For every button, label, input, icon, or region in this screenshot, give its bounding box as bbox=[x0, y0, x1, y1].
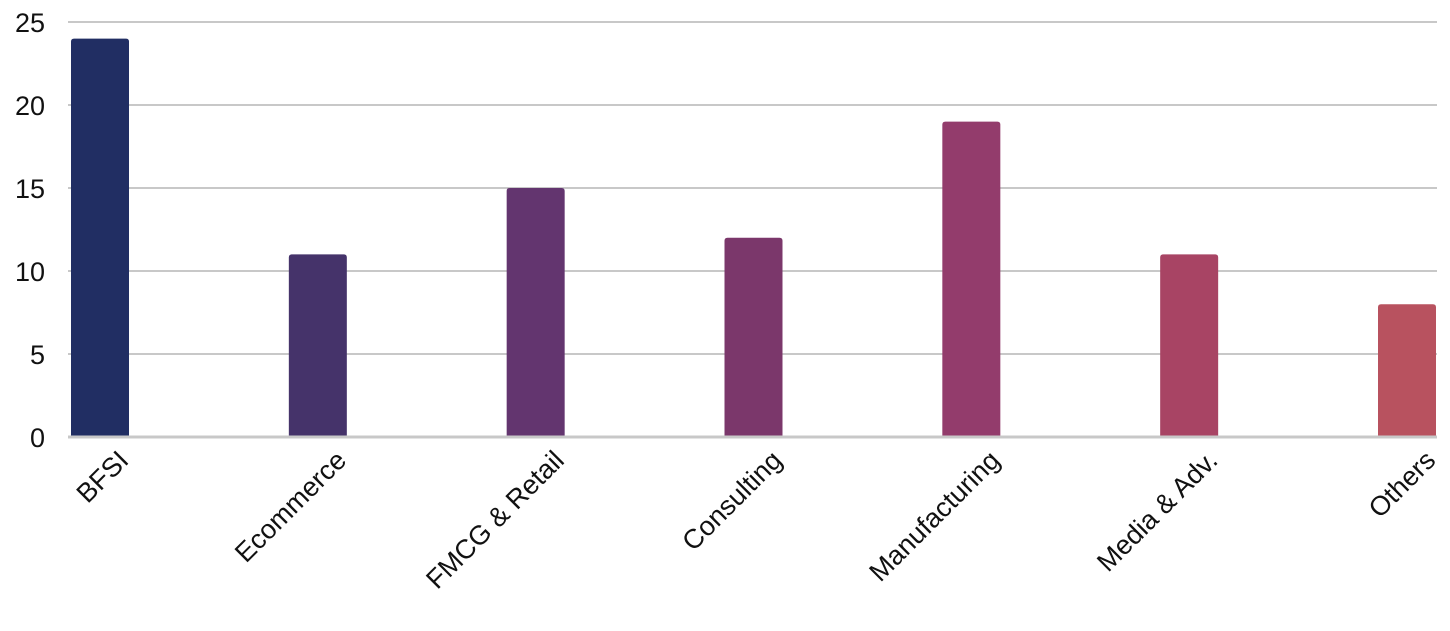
x-axis-tick-labels: BFSI Ecommerce FMCG & Retail Consulting Manu… bbox=[71, 445, 1442, 595]
y-tick-label: 25 bbox=[15, 8, 45, 38]
bar-fmcg-retail bbox=[506, 188, 565, 437]
x-tick-label: Consulting bbox=[676, 445, 787, 556]
bar-bfsi bbox=[71, 38, 129, 437]
y-tick-label: 10 bbox=[15, 257, 45, 287]
y-tick-label: 0 bbox=[30, 423, 45, 453]
bar-media-adv bbox=[1160, 254, 1219, 437]
x-tick-label: BFSI bbox=[71, 445, 135, 509]
y-tick-label: 15 bbox=[15, 174, 45, 204]
x-tick-label: Ecommerce bbox=[229, 445, 352, 568]
x-tick-label: FMCG & Retail bbox=[420, 445, 570, 595]
bars bbox=[71, 38, 1436, 437]
x-tick-label: Manufacturing bbox=[863, 445, 1005, 587]
bar-ecommerce bbox=[288, 254, 347, 437]
bar-others bbox=[1378, 304, 1436, 437]
bar-consulting bbox=[724, 237, 783, 437]
bar-manufacturing bbox=[942, 121, 1001, 437]
y-tick-label: 20 bbox=[15, 91, 45, 121]
x-tick-label: Media & Adv. bbox=[1091, 445, 1223, 577]
y-tick-label: 5 bbox=[30, 340, 45, 370]
x-tick-label: Others bbox=[1363, 445, 1442, 524]
y-axis-tick-labels: 0 5 10 15 20 25 bbox=[15, 8, 45, 453]
